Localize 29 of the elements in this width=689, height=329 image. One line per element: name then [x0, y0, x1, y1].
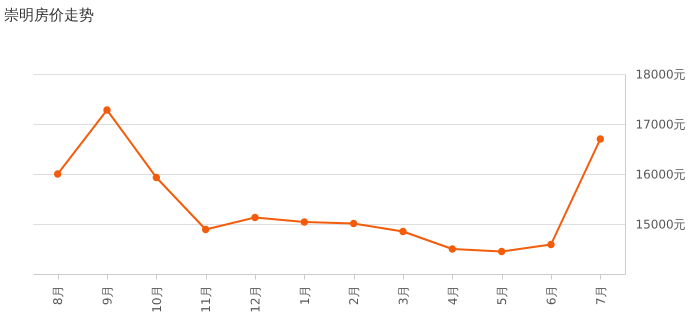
x-tick-label: 8月	[51, 286, 66, 306]
y-tick-label: 16000元	[636, 168, 686, 182]
x-tick-label: 11月	[199, 286, 214, 313]
x-tick-label: 9月	[100, 286, 114, 306]
point	[54, 170, 62, 178]
x-tick-label: 4月	[446, 286, 460, 306]
point	[300, 218, 308, 226]
y-tick-label: 15000元	[636, 218, 686, 232]
chart-title: 崇明房价走势	[4, 6, 94, 25]
x-tick-label: 10月	[150, 286, 164, 313]
point	[399, 228, 407, 236]
point	[547, 240, 555, 248]
x-tick-label: 5月	[495, 286, 510, 306]
point	[202, 226, 210, 234]
x-tick-label: 2月	[347, 286, 362, 306]
point	[448, 245, 456, 253]
x-tick-label: 6月	[544, 286, 558, 306]
point	[498, 248, 506, 256]
point	[152, 174, 160, 182]
point	[596, 135, 604, 143]
y-tick-label: 18000元	[636, 68, 686, 82]
x-tick-label: 3月	[396, 286, 410, 306]
x-tick-label: 7月	[594, 286, 608, 306]
y-tick-label: 17000元	[636, 118, 686, 132]
point	[251, 214, 259, 222]
x-tick-label: 12月	[248, 286, 262, 313]
x-tick-label: 1月	[298, 286, 312, 306]
point	[350, 220, 358, 228]
point	[103, 106, 111, 114]
